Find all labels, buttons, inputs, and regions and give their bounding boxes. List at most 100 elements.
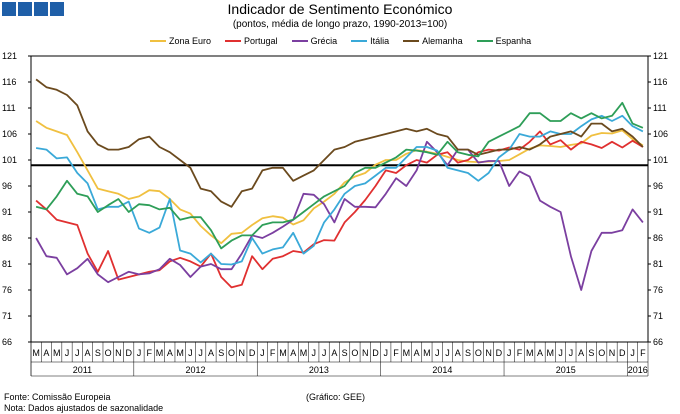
- y-tick-label-left: 101: [2, 155, 17, 165]
- brand-square: [34, 2, 48, 16]
- x-tick-label: F: [147, 348, 153, 358]
- y-tick-label-left: 121: [2, 51, 17, 61]
- year-label: 2011: [73, 365, 92, 375]
- legend-swatch: [476, 39, 493, 42]
- legend-swatch: [150, 39, 166, 42]
- x-tick-label: M: [403, 348, 411, 358]
- x-tick-label: J: [445, 348, 450, 358]
- x-tick-label: J: [558, 348, 563, 358]
- x-tick-label: A: [578, 348, 584, 358]
- x-tick-label: F: [393, 348, 399, 358]
- x-tick-label: N: [362, 348, 369, 358]
- x-tick-label: N: [239, 348, 246, 358]
- y-tick-label-right: 76: [653, 285, 663, 295]
- plot-frame: [30, 55, 649, 343]
- footer-source: Fonte: Comissão Europeia: [4, 392, 111, 402]
- legend-item: Grécia: [291, 36, 338, 46]
- x-tick-label: D: [249, 348, 256, 358]
- legend-label: Zona Euro: [169, 36, 212, 46]
- y-tick-label-left: 71: [2, 311, 12, 321]
- x-tick-label: M: [156, 348, 164, 358]
- year-label: 2013: [309, 365, 329, 375]
- y-tick-label-left: 76: [2, 285, 12, 295]
- x-tick-label: O: [228, 348, 235, 358]
- x-tick-label: J: [569, 348, 574, 358]
- legend-label: Portugal: [244, 36, 278, 46]
- y-tick-label-left: 106: [2, 129, 17, 139]
- y-tick-label-right: 101: [653, 155, 668, 165]
- y-tick-label-left: 91: [2, 207, 12, 217]
- x-tick-label: M: [53, 348, 61, 358]
- x-tick-label: M: [547, 348, 555, 358]
- x-tick-label: S: [95, 348, 101, 358]
- x-tick-label: N: [485, 348, 492, 358]
- x-tick-label: D: [619, 348, 626, 358]
- legend-item: Itália: [351, 36, 389, 46]
- x-tick-label: M: [300, 348, 308, 358]
- y-tick-label-left: 66: [2, 337, 12, 347]
- x-tick-label: M: [279, 348, 287, 358]
- legend-swatch: [351, 39, 368, 42]
- y-tick-label-right: 91: [653, 207, 663, 217]
- x-tick-label: A: [208, 348, 214, 358]
- brand-square: [18, 2, 32, 16]
- x-tick-label: M: [176, 348, 184, 358]
- x-tick-label: J: [137, 348, 142, 358]
- x-tick-label: J: [75, 348, 80, 358]
- legend-item: Zona Euro: [150, 36, 211, 46]
- year-label: 2016: [628, 365, 648, 375]
- year-label: 2015: [556, 365, 576, 375]
- x-tick-label: A: [290, 348, 296, 358]
- chart-subtitle: (pontos, média de longo prazo, 1990-2013…: [232, 19, 448, 30]
- x-tick-label: A: [537, 348, 543, 358]
- brand-square: [2, 2, 16, 16]
- y-tick-label-right: 81: [653, 259, 663, 269]
- x-tick-label: J: [384, 348, 389, 358]
- y-tick-label-left: 111: [2, 103, 16, 113]
- series-line-espanha: [35, 101, 644, 250]
- series-line-zonaeuro: [35, 120, 644, 245]
- x-tick-label: J: [630, 348, 635, 358]
- x-tick-label: F: [640, 348, 646, 358]
- legend-item: Espanha: [476, 36, 532, 46]
- y-tick-label-left: 86: [2, 233, 12, 243]
- y-tick-label-right: 111: [653, 103, 667, 113]
- x-tick-label: S: [218, 348, 224, 358]
- x-tick-label: O: [598, 348, 605, 358]
- x-tick-label: N: [115, 348, 122, 358]
- x-tick-label: O: [475, 348, 482, 358]
- legend-label: Itália: [370, 36, 390, 46]
- legend: Zona Euro Portugal Grécia Itália Alemanha Esp…: [150, 36, 545, 46]
- x-tick-label: A: [167, 348, 173, 358]
- y-tick-label-right: 66: [653, 337, 663, 347]
- legend-item: Alemanha: [403, 36, 463, 46]
- y-tick-label-left: 116: [2, 77, 16, 87]
- year-label: 2012: [186, 365, 206, 375]
- legend-item: Portugal: [225, 36, 278, 46]
- y-tick-label-right: 121: [653, 51, 668, 61]
- x-tick-label: J: [65, 348, 70, 358]
- x-tick-label: J: [312, 348, 317, 358]
- x-tick-label: A: [85, 348, 91, 358]
- x-tick-label: O: [351, 348, 358, 358]
- x-tick-label: D: [125, 348, 132, 358]
- x-tick-label: S: [465, 348, 471, 358]
- chart-title: Indicador de Sentimento Económico: [227, 1, 453, 17]
- legend-label: Grécia: [310, 36, 338, 46]
- x-tick-label: D: [372, 348, 379, 358]
- legend-swatch: [291, 39, 308, 42]
- y-tick-label-right: 96: [653, 181, 663, 191]
- x-tick-label: M: [423, 348, 431, 358]
- footer-note: Nota: Dados ajustados de sazonalidade: [4, 403, 164, 413]
- x-tick-label: J: [198, 348, 203, 358]
- y-tick-label-right: 86: [653, 233, 663, 243]
- legend-label: Alemanha: [422, 36, 463, 46]
- x-tick-label: J: [507, 348, 512, 358]
- x-tick-label: A: [331, 348, 337, 358]
- year-label: 2014: [432, 365, 452, 375]
- x-tick-label: J: [322, 348, 327, 358]
- x-tick-label: S: [342, 348, 348, 358]
- legend-label: Espanha: [495, 36, 532, 46]
- x-tick-label: J: [435, 348, 440, 358]
- x-tick-label: J: [188, 348, 193, 358]
